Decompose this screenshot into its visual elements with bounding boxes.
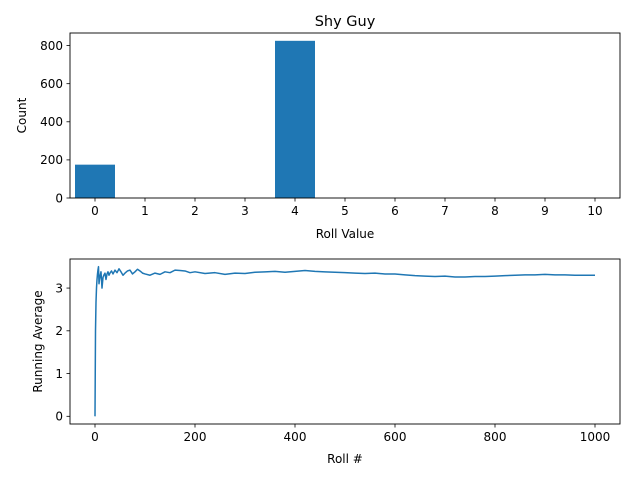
histogram-bar-4 [275, 40, 315, 198]
top-x-tick-label: 1 [141, 204, 149, 218]
bottom-y-tick-label: 2 [55, 324, 63, 338]
top-y-tick-label: 400 [40, 115, 63, 129]
top-x-tick-label: 6 [391, 204, 399, 218]
top-x-tick-label: 0 [91, 204, 99, 218]
bottom-x-tick-label: 0 [91, 430, 99, 444]
bottom-y-tick-label: 3 [55, 281, 63, 295]
top-x-ticks: 0 1 2 3 4 5 6 7 8 9 10 [91, 198, 603, 218]
bottom-x-tick-label: 1000 [580, 430, 611, 444]
bottom-x-ticks: 0 200 400 600 800 1000 [91, 424, 610, 444]
top-y-axis-label: Count [15, 97, 29, 133]
top-x-tick-label: 3 [241, 204, 249, 218]
bottom-x-tick-label: 400 [284, 430, 307, 444]
top-y-tick-label: 200 [40, 153, 63, 167]
bottom-axes-frame [69, 258, 621, 425]
bottom-x-axis-label: Roll # [327, 452, 363, 466]
top-y-tick-label: 600 [40, 77, 63, 91]
roll-value-histogram: 0 1 2 3 4 5 6 7 8 9 10 0 200 400 600 800 Roll Value Co… [15, 32, 621, 241]
top-x-tick-label: 2 [191, 204, 199, 218]
bottom-x-tick-label: 600 [384, 430, 407, 444]
top-x-tick-label: 10 [587, 204, 602, 218]
bottom-x-tick-label: 800 [484, 430, 507, 444]
top-x-tick-label: 8 [491, 204, 499, 218]
histogram-bars [75, 40, 315, 198]
running-average-chart: 0 200 400 600 800 1000 0 1 2 3 Roll # Running Av… [31, 258, 621, 466]
bottom-y-tick-label: 0 [55, 410, 63, 424]
top-x-tick-label: 4 [291, 204, 299, 218]
top-y-tick-label: 0 [55, 191, 63, 205]
bottom-y-ticks: 0 1 2 3 [55, 281, 70, 424]
top-x-tick-label: 7 [441, 204, 449, 218]
running-average-line [94, 265, 595, 417]
top-x-tick-label: 9 [541, 204, 549, 218]
bottom-y-tick-label: 1 [55, 367, 63, 381]
top-axes-frame [69, 32, 621, 199]
top-x-tick-label: 5 [341, 204, 349, 218]
top-y-tick-label: 800 [40, 39, 63, 53]
top-x-axis-label: Roll Value [316, 227, 375, 241]
figure-title: Shy Guy [315, 14, 376, 30]
bottom-y-axis-label: Running Average [31, 290, 45, 392]
bottom-x-tick-label: 200 [184, 430, 207, 444]
top-y-ticks: 0 200 400 600 800 [40, 39, 70, 205]
histogram-bar-0 [75, 164, 115, 198]
